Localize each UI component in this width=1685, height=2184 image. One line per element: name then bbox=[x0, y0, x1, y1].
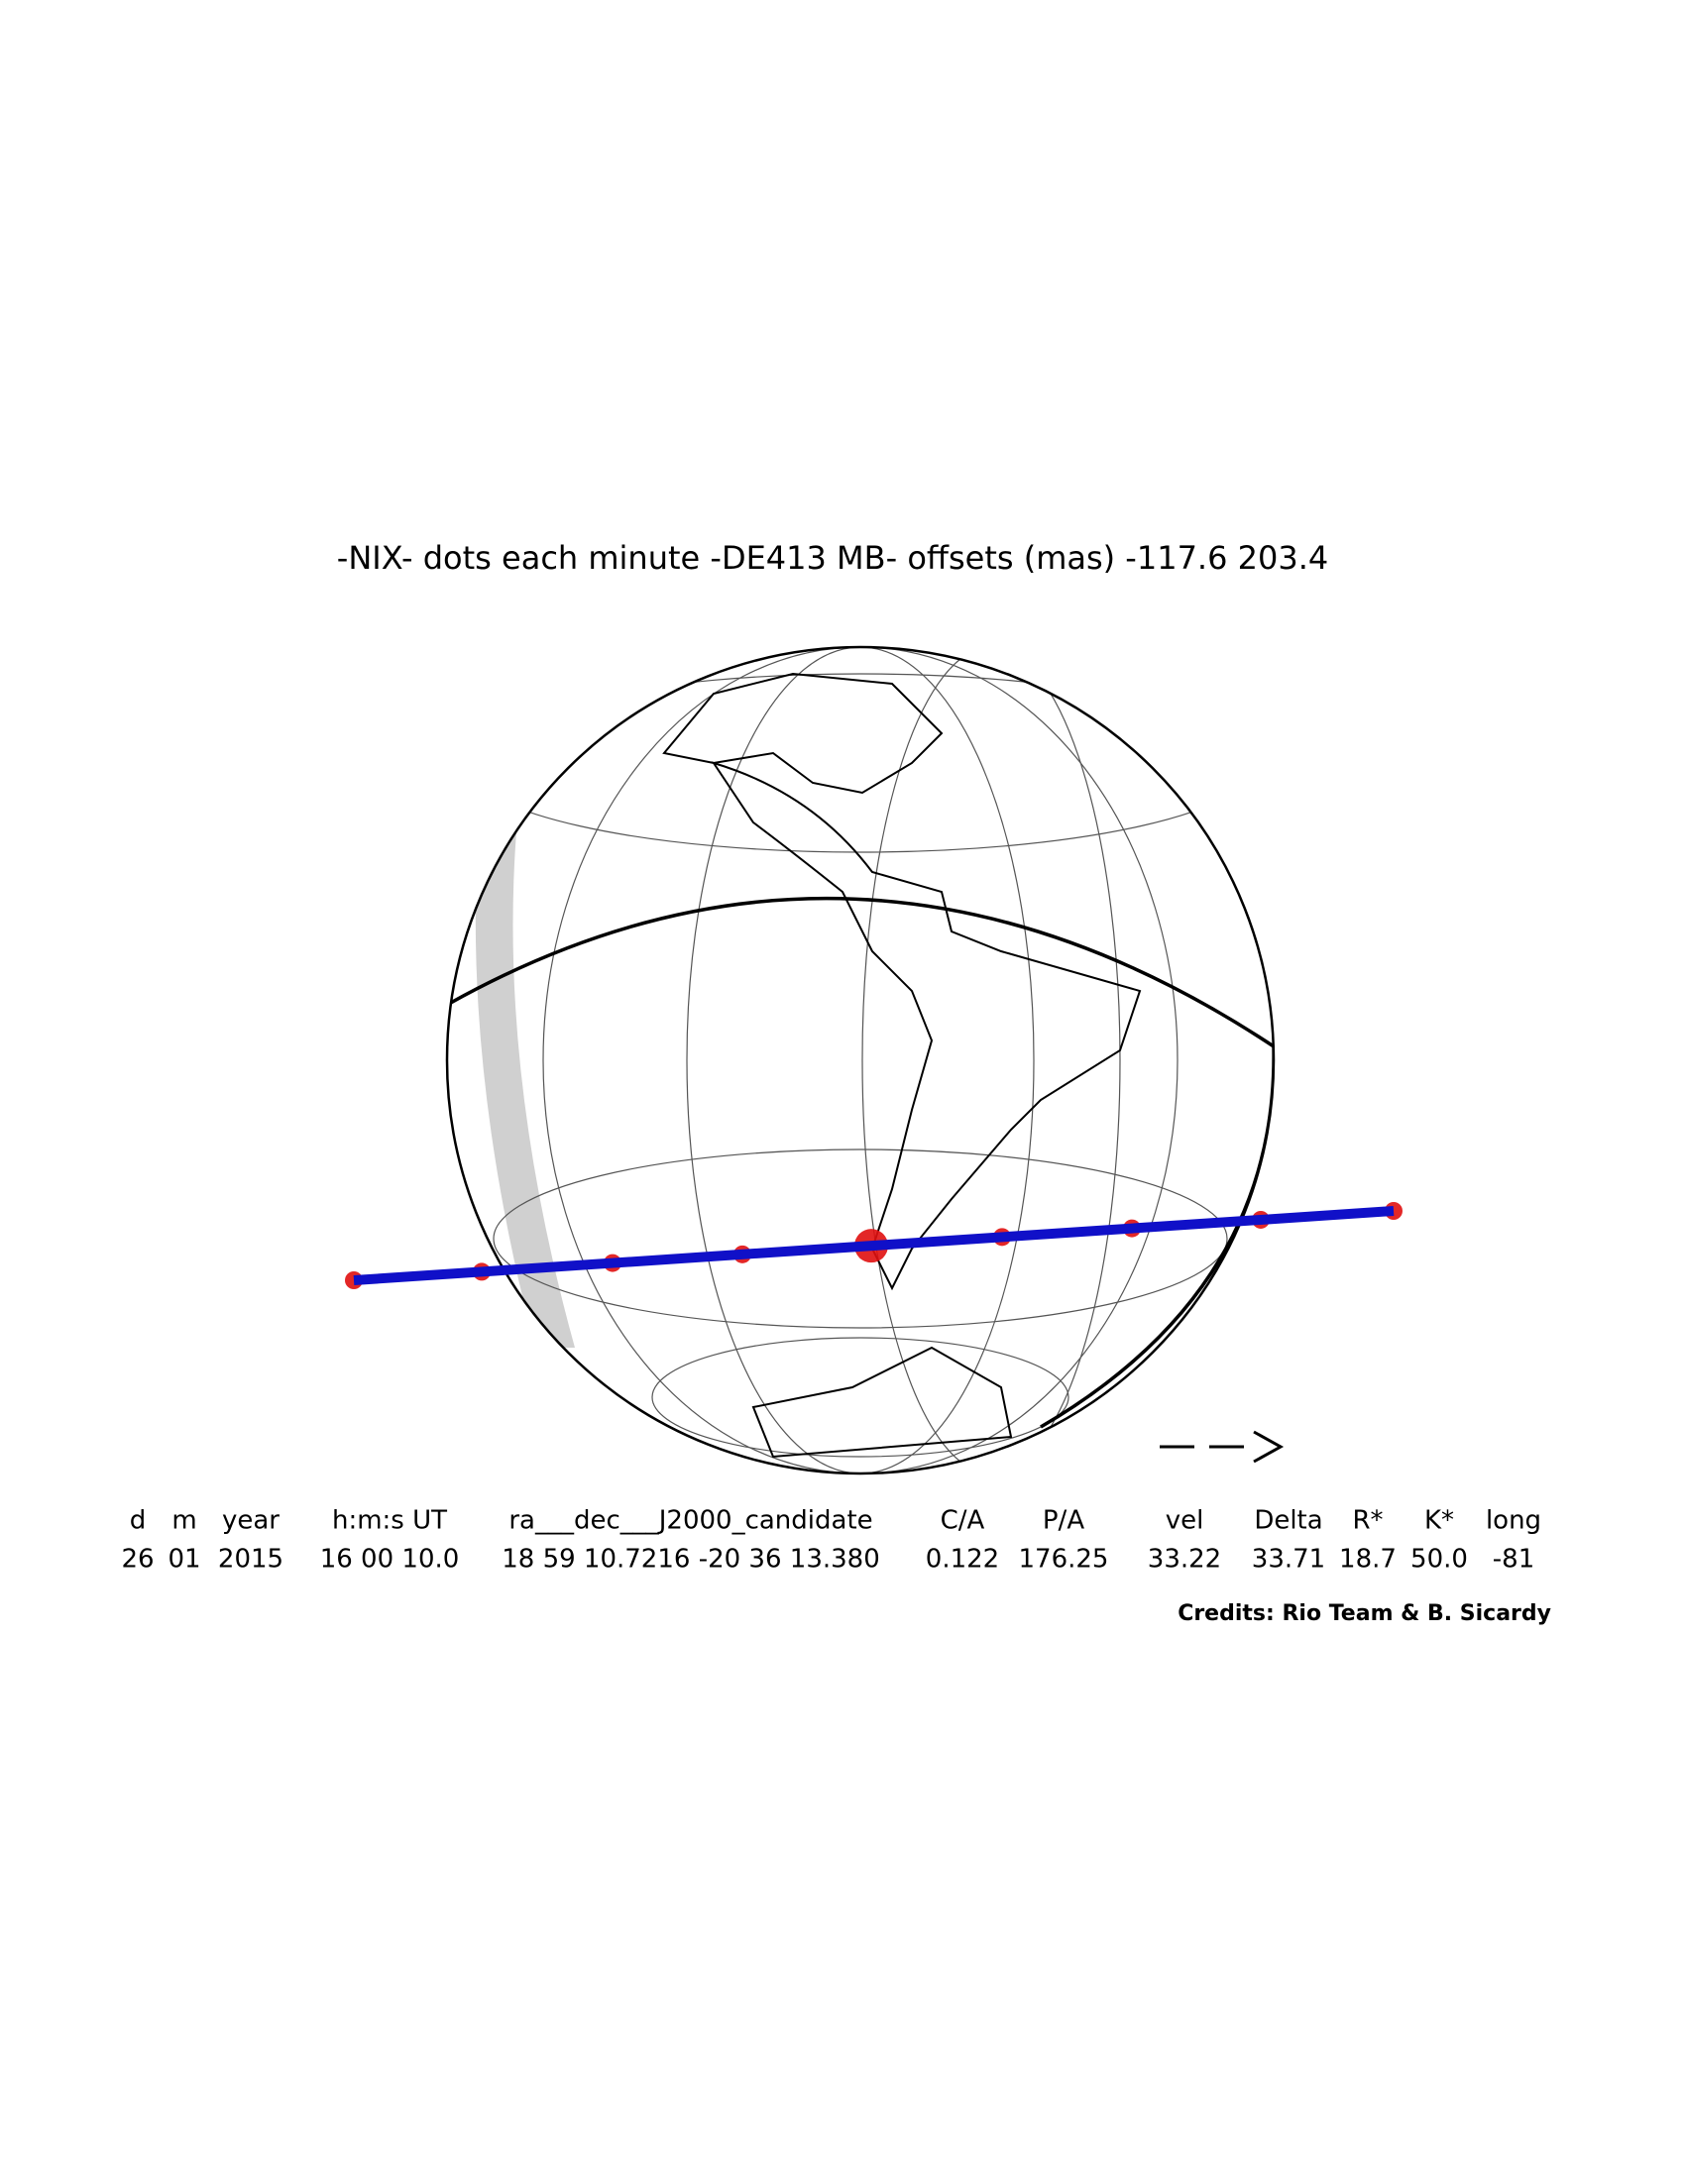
column-header: C/A bbox=[941, 1506, 985, 1536]
column-value: 50.0 bbox=[1410, 1545, 1468, 1575]
credits: Credits: Rio Team & B. Sicardy bbox=[1178, 1601, 1551, 1626]
column-header: P/A bbox=[1043, 1506, 1084, 1536]
column-value: 176.25 bbox=[1019, 1545, 1109, 1575]
column-value: 33.71 bbox=[1252, 1545, 1325, 1575]
column-header: ra___dec___J2000_candidate bbox=[508, 1506, 872, 1536]
column-value: 18 59 10.7216 -20 36 13.380 bbox=[502, 1545, 880, 1575]
column-header: R* bbox=[1352, 1506, 1383, 1536]
column-value: 2015 bbox=[218, 1545, 283, 1575]
direction-arrow bbox=[1160, 1430, 1285, 1464]
occultation-path bbox=[345, 1202, 1403, 1289]
column-value: 26 bbox=[121, 1545, 154, 1575]
column-header: long bbox=[1486, 1506, 1541, 1536]
column-value: -81 bbox=[1493, 1545, 1534, 1575]
shadow-track bbox=[353, 1206, 1395, 1285]
column-value: 01 bbox=[168, 1545, 200, 1575]
column-header: h:m:s UT bbox=[332, 1506, 447, 1536]
column-header: vel bbox=[1166, 1506, 1204, 1536]
column-value: 16 00 10.0 bbox=[320, 1545, 460, 1575]
column-header: m bbox=[171, 1506, 196, 1536]
column-header: d bbox=[130, 1506, 147, 1536]
event-table: d 26 m 01 year 2015 h:m:s UT 16 00 10.0 ra___dec… bbox=[121, 1506, 1541, 1575]
column-header: K* bbox=[1424, 1506, 1454, 1536]
column-value: 33.22 bbox=[1148, 1545, 1221, 1575]
globe bbox=[445, 645, 1276, 1475]
column-value: 0.122 bbox=[926, 1545, 999, 1575]
column-header: Delta bbox=[1254, 1506, 1322, 1536]
title: -NIX- dots each minute -DE413 MB- offset… bbox=[337, 539, 1328, 577]
column-value: 18.7 bbox=[1339, 1545, 1397, 1575]
column-header: year bbox=[222, 1506, 280, 1536]
